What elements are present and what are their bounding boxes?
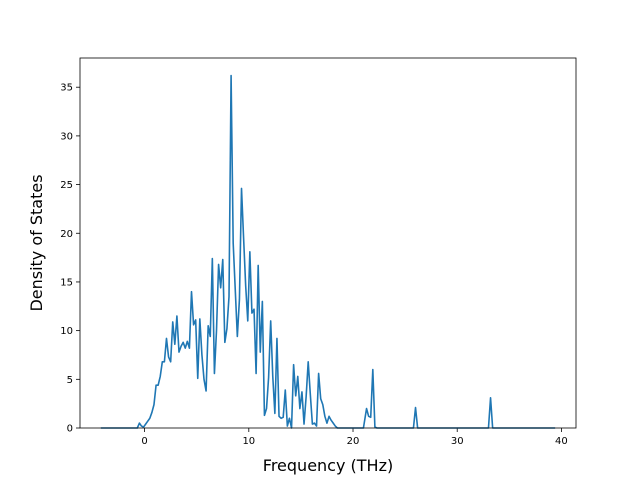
x-tick-label: 20 <box>347 436 360 447</box>
y-tick-label: 35 <box>60 83 73 94</box>
plot-frame <box>79 57 577 429</box>
y-axis-ticks: 0 5 10 15 20 25 30 35 <box>60 83 80 435</box>
y-tick-label: 5 <box>67 375 73 386</box>
x-tick-label: 40 <box>555 436 568 447</box>
x-tick-label: 30 <box>451 436 464 447</box>
y-tick-label: 15 <box>60 277 73 288</box>
y-tick-label: 25 <box>60 180 73 191</box>
y-tick-label: 20 <box>60 229 73 240</box>
x-axis-label: Frequency (THz) <box>263 456 393 475</box>
x-axis-ticks: 0 10 20 30 40 <box>141 428 568 447</box>
y-tick-label: 30 <box>60 131 73 142</box>
x-tick-label: 10 <box>242 436 255 447</box>
x-tick-label: 0 <box>141 436 147 447</box>
y-tick-label: 0 <box>67 424 73 435</box>
y-axis-label: Density of States <box>27 174 46 311</box>
y-tick-label: 10 <box>60 326 73 337</box>
